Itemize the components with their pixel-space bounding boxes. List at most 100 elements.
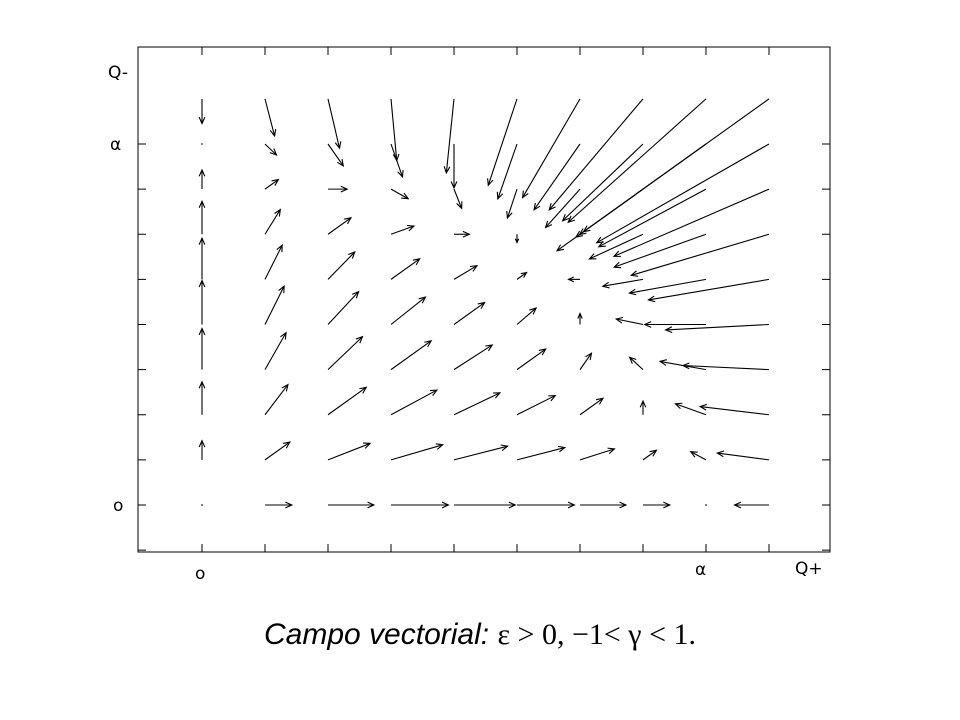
vector-arrow — [643, 321, 706, 328]
vector-arrow — [264, 178, 280, 190]
vector-arrow — [579, 352, 593, 370]
vector-arrows — [198, 98, 770, 509]
vector-arrow — [453, 188, 463, 210]
vector-arrow — [628, 356, 644, 371]
vector-arrow — [643, 501, 672, 509]
vector-arrow — [391, 501, 450, 509]
vector-arrow — [664, 323, 770, 334]
vector-arrow — [327, 250, 356, 280]
vector-arrow — [390, 296, 427, 325]
x-axis-label: Q+ — [795, 559, 823, 579]
vector-arrow — [327, 98, 342, 150]
x-tick-label-alpha: α — [695, 560, 706, 580]
vector-arrow — [612, 233, 707, 269]
vector-arrow — [201, 504, 203, 506]
vector-arrow — [578, 98, 770, 236]
vector-arrow — [327, 290, 360, 325]
vector-arrow — [264, 143, 278, 156]
vector-arrow — [390, 224, 416, 235]
vector-arrow — [705, 504, 707, 506]
vector-arrow — [681, 362, 770, 371]
vector-arrow — [453, 444, 509, 461]
vector-arrow — [390, 258, 421, 280]
vector-arrow — [567, 98, 707, 224]
vector-arrow — [453, 344, 494, 371]
vector-arrow — [264, 331, 287, 370]
vector-arrow — [390, 443, 444, 461]
plot-frame — [137, 46, 831, 553]
vector-arrow — [487, 98, 518, 187]
vector-arrow — [264, 284, 285, 325]
vector-arrow — [264, 441, 291, 461]
vector-arrow — [390, 188, 410, 200]
vector-arrow — [579, 447, 616, 461]
vector-arrow — [454, 501, 517, 509]
figure-caption: Campo vectorial: ε > 0, −1< γ < 1. — [264, 618, 696, 651]
vector-arrow — [577, 312, 583, 325]
vector-arrow — [264, 243, 283, 280]
vector-arrow — [327, 143, 345, 168]
vector-arrow — [264, 98, 277, 138]
vector-arrow — [561, 143, 644, 222]
plot-border — [137, 46, 831, 553]
vector-arrow — [443, 98, 455, 175]
y-axis-label: Q- — [108, 63, 128, 83]
vector-arrow — [533, 143, 581, 211]
vector-arrow — [658, 359, 707, 371]
vector-arrow — [327, 335, 364, 371]
vector-arrow — [198, 98, 206, 125]
vector-arrow — [733, 501, 769, 509]
vector-arrow — [453, 264, 479, 280]
vector-arrow — [521, 98, 581, 199]
vector-arrow — [327, 386, 368, 416]
vector-arrow — [198, 236, 206, 280]
vector-arrow — [567, 276, 580, 283]
vector-arrow — [201, 143, 203, 145]
vector-arrow — [496, 143, 518, 201]
vector-arrow — [265, 501, 294, 509]
vector-arrow — [453, 301, 486, 325]
caption-condition: ε > 0, −1< γ < 1. — [497, 618, 696, 651]
vector-arrow — [516, 271, 528, 280]
vector-arrow — [629, 233, 770, 277]
vector-arrow — [198, 168, 206, 190]
vector-arrow — [597, 188, 707, 248]
vector-arrow — [588, 233, 644, 260]
vector-arrow — [516, 307, 538, 325]
vector-arrow — [328, 185, 349, 193]
vector-arrow — [715, 450, 770, 461]
vector-arrow — [390, 340, 433, 371]
vector-arrow — [454, 230, 471, 238]
vector-arrow — [647, 278, 770, 303]
vector-arrow — [264, 208, 282, 235]
vector-arrow — [516, 445, 567, 461]
vector-arrow — [595, 143, 770, 244]
vector-arrow — [612, 188, 770, 257]
vector-arrow — [579, 397, 605, 416]
vector-arrow — [614, 316, 644, 326]
vector-arrow — [517, 501, 576, 509]
vector-arrow — [544, 188, 581, 229]
vector-arrow — [514, 234, 520, 244]
vector-arrow — [327, 442, 372, 461]
vector-arrow — [453, 392, 502, 416]
vector-arrow — [674, 402, 707, 416]
vector-arrow — [698, 403, 770, 416]
vector-arrow — [548, 98, 644, 211]
vector-arrow — [628, 278, 707, 296]
vector-arrow — [580, 501, 628, 509]
vector-arrow — [506, 188, 518, 220]
vector-arrow — [639, 399, 647, 415]
x-tick-label-origin: o — [195, 564, 205, 584]
vector-arrow — [642, 449, 658, 461]
vector-arrow — [689, 451, 707, 461]
y-tick-label-alpha: α — [110, 135, 121, 155]
vector-arrow — [198, 380, 206, 415]
vector-arrow — [328, 501, 376, 509]
vector-arrow — [198, 279, 206, 325]
caption-label: Campo vectorial — [264, 618, 481, 651]
axis-ticks — [138, 47, 830, 552]
vector-arrow — [450, 144, 458, 190]
y-tick-label-origin: o — [113, 496, 123, 516]
